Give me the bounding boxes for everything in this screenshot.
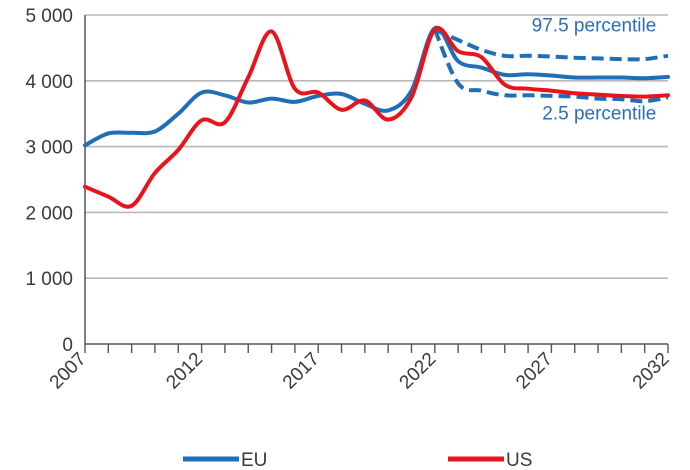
series-line-eu	[83, 25, 670, 148]
annotation-label: 97.5 percentile	[532, 15, 657, 36]
x-tick-label: 2022	[396, 349, 441, 394]
axes	[84, 15, 668, 345]
x-tick-label: 2032	[629, 349, 674, 394]
series-line-dashed-1	[432, 28, 669, 104]
x-tick-label: 2027	[512, 349, 557, 394]
y-tick-label: 5 000	[25, 6, 73, 27]
series-line-dashed-0	[433, 27, 669, 62]
y-tick-label: 2 000	[25, 203, 73, 224]
y-axis-ticks: 0 1 000 2 000 3 000 4 000 5 000	[25, 6, 73, 356]
legend-label-us: US	[506, 450, 532, 470]
y-tick-label: 3 000	[25, 138, 73, 159]
y-tick-label: 1 000	[25, 269, 73, 290]
gridlines	[85, 14, 668, 280]
x-tick-label: 2012	[162, 349, 207, 394]
x-axis-ticks: 2007 2012 2017 2022 2027 2032	[46, 344, 674, 393]
annotations: 97.5 percentile 2.5 percentile	[532, 15, 657, 124]
y-tick-label: 4 000	[25, 72, 73, 93]
series-line-us	[83, 26, 670, 209]
legend: EU US	[183, 450, 532, 470]
legend-label-eu: EU	[241, 450, 267, 470]
x-tick-label: 2007	[46, 349, 91, 394]
series-lines	[83, 25, 670, 209]
y-tick-label: 0	[62, 335, 73, 356]
annotation-label: 2.5 percentile	[542, 104, 656, 125]
x-tick-label: 2017	[279, 349, 324, 394]
